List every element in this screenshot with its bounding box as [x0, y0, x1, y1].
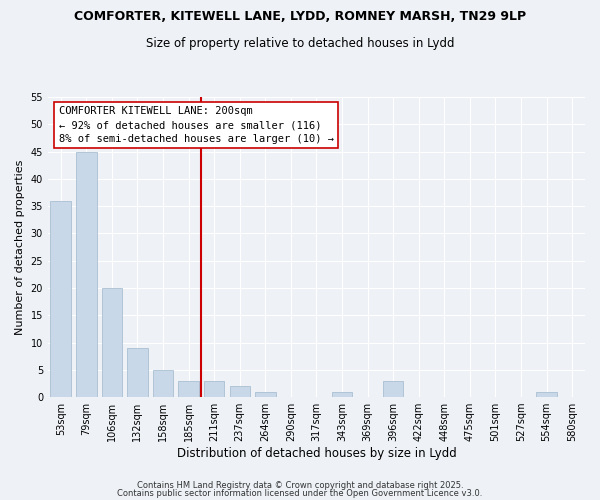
Bar	[127, 348, 148, 397]
Bar	[255, 392, 275, 397]
Text: COMFORTER, KITEWELL LANE, LYDD, ROMNEY MARSH, TN29 9LP: COMFORTER, KITEWELL LANE, LYDD, ROMNEY M…	[74, 10, 526, 23]
Text: Contains HM Land Registry data © Crown copyright and database right 2025.: Contains HM Land Registry data © Crown c…	[137, 481, 463, 490]
Bar	[383, 380, 403, 397]
Bar	[204, 380, 224, 397]
Text: Contains public sector information licensed under the Open Government Licence v3: Contains public sector information licen…	[118, 488, 482, 498]
Bar	[50, 200, 71, 397]
Y-axis label: Number of detached properties: Number of detached properties	[15, 160, 25, 334]
Bar	[230, 386, 250, 397]
Bar	[536, 392, 557, 397]
Bar	[153, 370, 173, 397]
Bar	[101, 288, 122, 397]
Bar	[332, 392, 352, 397]
Text: Size of property relative to detached houses in Lydd: Size of property relative to detached ho…	[146, 38, 454, 51]
Bar	[178, 380, 199, 397]
Bar	[76, 152, 97, 397]
X-axis label: Distribution of detached houses by size in Lydd: Distribution of detached houses by size …	[176, 447, 457, 460]
Text: COMFORTER KITEWELL LANE: 200sqm
← 92% of detached houses are smaller (116)
8% of: COMFORTER KITEWELL LANE: 200sqm ← 92% of…	[59, 106, 334, 144]
